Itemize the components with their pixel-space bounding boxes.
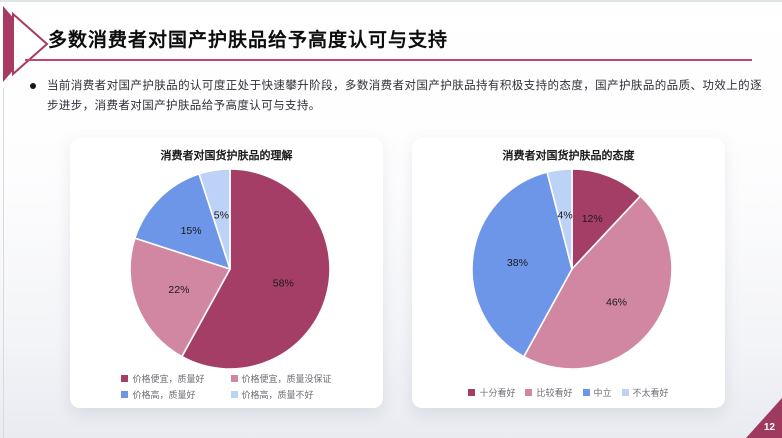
legend-label: 比较看好: [536, 388, 573, 398]
pie-slice-label: 12%: [582, 213, 603, 225]
bullet-text: 当前消费者对国产护肤品的认可度正处于快速攀升阶段，多数消费者对国产护肤品持有积极…: [47, 80, 762, 112]
legend-swatch-icon: [525, 389, 533, 396]
page-corner-triangle: [746, 398, 782, 438]
pie-slice-label: 46%: [606, 296, 627, 308]
pie-slice: [129, 237, 231, 358]
slide-title: 多数消费者对国产护肤品给予高度认可与支持: [48, 30, 449, 51]
pie-slice-label: 15%: [181, 225, 202, 237]
legend-item: 中立: [582, 386, 612, 399]
pie-slice: [198, 168, 231, 270]
legend-item: 比较看好: [525, 386, 573, 399]
pie-slice: [571, 168, 642, 270]
legend-label: 价格便宜，质量没保证: [241, 374, 332, 384]
chart-card-attitude: 消费者对国货护肤品的态度 12% 46% 38% 4% 十分看好 比较看好 中立 不太看好: [412, 138, 725, 408]
legend-item: 价格便宜，质量好: [121, 372, 205, 385]
legend-item: 价格高，质量好: [121, 388, 196, 401]
legend-item: 不太看好: [621, 386, 669, 399]
legend-label: 中立: [593, 388, 612, 398]
legend-label: 价格便宜，质量好: [132, 374, 205, 384]
legend-label: 十分看好: [479, 388, 516, 398]
legend-item: 价格便宜，质量没保证: [230, 372, 332, 385]
pie-slice-label: 5%: [214, 210, 229, 222]
chart-title: 消费者对国货护肤品的理解: [160, 150, 293, 162]
chart-legend: 价格便宜，质量好 价格便宜，质量没保证价格高，质量好 价格高，质量不好: [70, 372, 383, 401]
legend-item: 价格高，质量不好: [230, 388, 314, 401]
pie-slice: [523, 195, 673, 370]
legend-swatch-icon: [468, 389, 476, 396]
pie-slice: [181, 168, 331, 370]
legend-swatch-icon: [621, 389, 629, 396]
slide-top-border: [0, 0, 782, 2]
legend-label: 价格高，质量好: [132, 390, 196, 400]
pie-slice-label: 22%: [168, 284, 189, 296]
page-number: 12: [763, 422, 775, 433]
legend-swatch-icon: [582, 389, 590, 396]
slide-left-border: [3, 88, 4, 438]
chart-card-understanding: 消费者对国货护肤品的理解 58% 22% 15% 5% 价格便宜，质量好 价格便宜，质量…: [70, 138, 383, 408]
legend-swatch-icon: [230, 391, 238, 398]
legend-swatch-icon: [230, 375, 238, 382]
pie-chart-understanding: 58% 22% 15% 5%: [129, 168, 331, 370]
pie-slice-label: 4%: [558, 209, 573, 221]
pie-slice: [471, 171, 573, 358]
title-underline: [25, 59, 752, 61]
pie-slice-label: 58%: [273, 278, 294, 290]
legend-swatch-icon: [121, 375, 129, 382]
legend-label: 价格高，质量不好: [241, 390, 314, 400]
bullet-icon: [30, 83, 36, 89]
legend-swatch-icon: [121, 391, 129, 398]
chart-title: 消费者对国货护肤品的态度: [502, 150, 635, 162]
legend-label: 不太看好: [632, 388, 669, 398]
chart-legend: 十分看好 比较看好 中立 不太看好: [412, 386, 725, 399]
pie-chart-attitude: 12% 46% 38% 4%: [471, 168, 673, 370]
pie-slice: [546, 168, 573, 270]
pie-slice-label: 38%: [507, 257, 528, 269]
legend-item: 十分看好: [468, 386, 515, 399]
bullet-paragraph: 当前消费者对国产护肤品的认可度正处于快速攀升阶段，多数消费者对国产护肤品持有积极…: [30, 76, 762, 116]
